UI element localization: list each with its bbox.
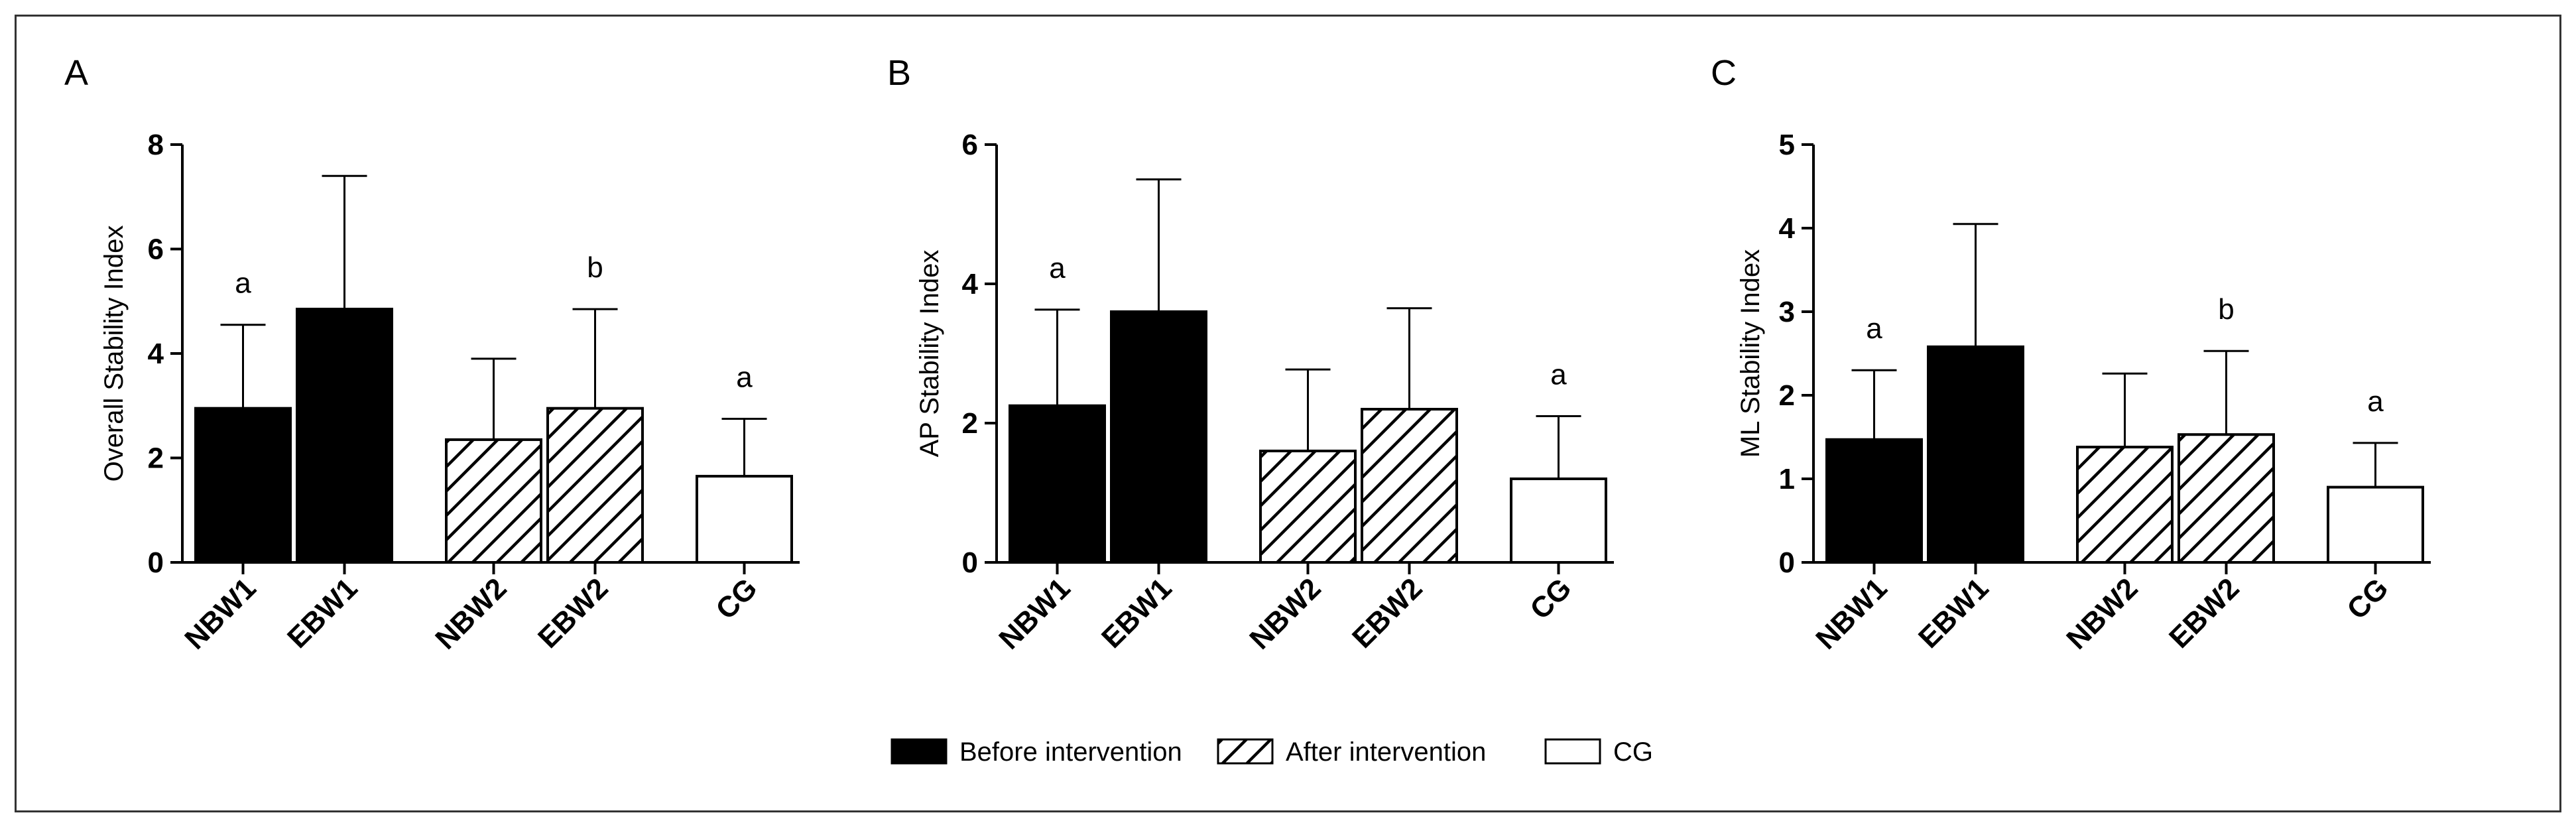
x-tick-label: NBW1 — [1809, 572, 1893, 655]
y-tick-label: 4 — [148, 338, 164, 370]
bar-nbw2 — [1259, 450, 1357, 564]
significance-label: a — [1866, 312, 1882, 345]
x-tick-label: NBW2 — [1243, 572, 1327, 655]
y-tick-label: 1 — [1779, 463, 1795, 495]
legend-label: After intervention — [1286, 737, 1486, 767]
x-tick-label: CG — [2341, 572, 2394, 625]
significance-label: b — [587, 251, 603, 284]
bar-ebw2 — [546, 407, 644, 564]
panel-letter: C — [1711, 53, 1737, 93]
significance-label: a — [1049, 252, 1066, 285]
bar-nbw1 — [194, 407, 292, 564]
y-axis-label: Overall Stability Index — [99, 225, 129, 482]
legend-swatch — [1544, 738, 1601, 765]
x-tick-label: NBW2 — [2060, 572, 2144, 655]
y-tick-label: 6 — [148, 233, 164, 266]
legend: Before intervention After intervention CG — [890, 737, 1653, 767]
y-tick-label: 4 — [1779, 212, 1796, 245]
y-tick-label: 2 — [962, 407, 978, 440]
bar-ebw1 — [1110, 310, 1207, 564]
y-tick-label: 3 — [1779, 296, 1795, 328]
figure-frame: A Overall Stability Index 0 2 4 6 8 NBW1 a EBW1 NB… — [15, 15, 2561, 812]
legend-swatch — [890, 738, 948, 765]
x-tick-label: NBW1 — [993, 572, 1076, 655]
y-tick-label: 0 — [1779, 546, 1795, 579]
y-tick-label: 2 — [1779, 379, 1795, 412]
x-tick-label: NBW2 — [429, 572, 513, 655]
x-tick-label: EBW2 — [532, 572, 615, 655]
bar-nbw2 — [445, 438, 542, 564]
significance-label: a — [736, 361, 753, 393]
bar-ebw2 — [2177, 433, 2275, 564]
bar-cg — [696, 475, 793, 564]
panel-letter: B — [887, 53, 911, 93]
x-tick-label: EBW2 — [2163, 572, 2246, 655]
significance-label: b — [2218, 293, 2234, 326]
chart-panel-c: C ML Stability Index 0 1 2 3 4 5 NBW1 a EBW1 NBW2 EB… — [1711, 53, 2431, 656]
y-tick-label: 8 — [148, 129, 164, 161]
bar-nbw1 — [1825, 438, 1923, 564]
panel-letter: A — [64, 53, 88, 93]
bar-nbw1 — [1009, 404, 1106, 564]
legend-label: Before intervention — [959, 737, 1182, 767]
y-tick-label: 0 — [148, 546, 164, 579]
x-tick-label: NBW1 — [178, 572, 262, 655]
y-tick-label: 5 — [1779, 129, 1795, 161]
bar-cg — [1510, 477, 1607, 564]
x-tick-label: EBW1 — [281, 572, 364, 655]
significance-label: a — [1550, 359, 1567, 391]
y-tick-label: 4 — [962, 268, 979, 300]
bar-cg — [2327, 485, 2424, 564]
y-tick-label: 2 — [148, 442, 164, 475]
bar-ebw1 — [296, 308, 393, 564]
y-tick-label: 6 — [962, 129, 978, 161]
x-tick-label: EBW1 — [1912, 572, 1995, 655]
bar-ebw1 — [1927, 345, 2024, 564]
y-axis-label: ML Stability Index — [1736, 249, 1765, 458]
legend-label: CG — [1613, 737, 1653, 767]
x-tick-label: EBW1 — [1095, 572, 1178, 655]
chart-panel-b: B AP Stability Index 0 2 4 6 NBW1 a EBW1 NBW2 EBW2… — [887, 53, 1614, 656]
chart-panel-a: A Overall Stability Index 0 2 4 6 8 NBW1 a EBW1 NB… — [64, 53, 800, 656]
significance-label: a — [2367, 385, 2384, 418]
x-tick-label: CG — [709, 572, 763, 625]
y-axis-label: AP Stability Index — [915, 250, 944, 458]
legend-swatch — [1217, 738, 1274, 765]
y-tick-label: 0 — [962, 546, 978, 579]
significance-label: a — [235, 267, 251, 300]
bar-nbw2 — [2076, 446, 2174, 564]
bar-ebw2 — [1361, 408, 1458, 564]
x-tick-label: CG — [1524, 572, 1577, 625]
x-tick-label: EBW2 — [1346, 572, 1429, 655]
